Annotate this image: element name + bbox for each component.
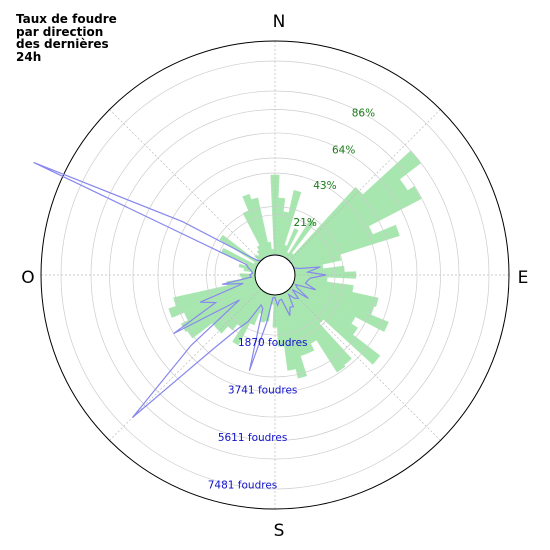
grid-spoke [109, 109, 262, 262]
rate-ring-label: 43% [313, 180, 336, 192]
cardinal-east: E [518, 268, 529, 288]
count-ring-label: 7481 foudres [208, 479, 278, 491]
cardinal-north: N [273, 12, 286, 32]
grid-group [40, 40, 510, 510]
count-ring-label: 1870 foudres [238, 337, 308, 349]
count-ring-label: 3741 foudres [228, 384, 298, 396]
cardinal-west: O [21, 268, 34, 288]
rate-ring-label: 64% [332, 145, 355, 157]
rate-ring-label: 86% [352, 108, 375, 120]
ring-labels-group: 21% 43% 64% 86% 1870 foudres 3741 foudres 5611… [208, 108, 375, 492]
grid-ring [206, 206, 344, 344]
rate-ring-label: 21% [294, 217, 317, 229]
grid-ring [109, 109, 441, 441]
cardinal-south: S [274, 521, 285, 541]
center-circle [254, 254, 296, 296]
count-ring-label: 5611 foudres [218, 432, 288, 444]
grid-ring [60, 60, 490, 490]
outer-ring [40, 40, 510, 510]
grid-ring [90, 90, 460, 460]
grid-ring [132, 132, 418, 418]
grid-ring [157, 157, 393, 393]
chart-title: Taux de foudre par direction des dernièr… [16, 12, 117, 64]
grid-ring [172, 172, 378, 378]
grid-ring [214, 214, 336, 336]
